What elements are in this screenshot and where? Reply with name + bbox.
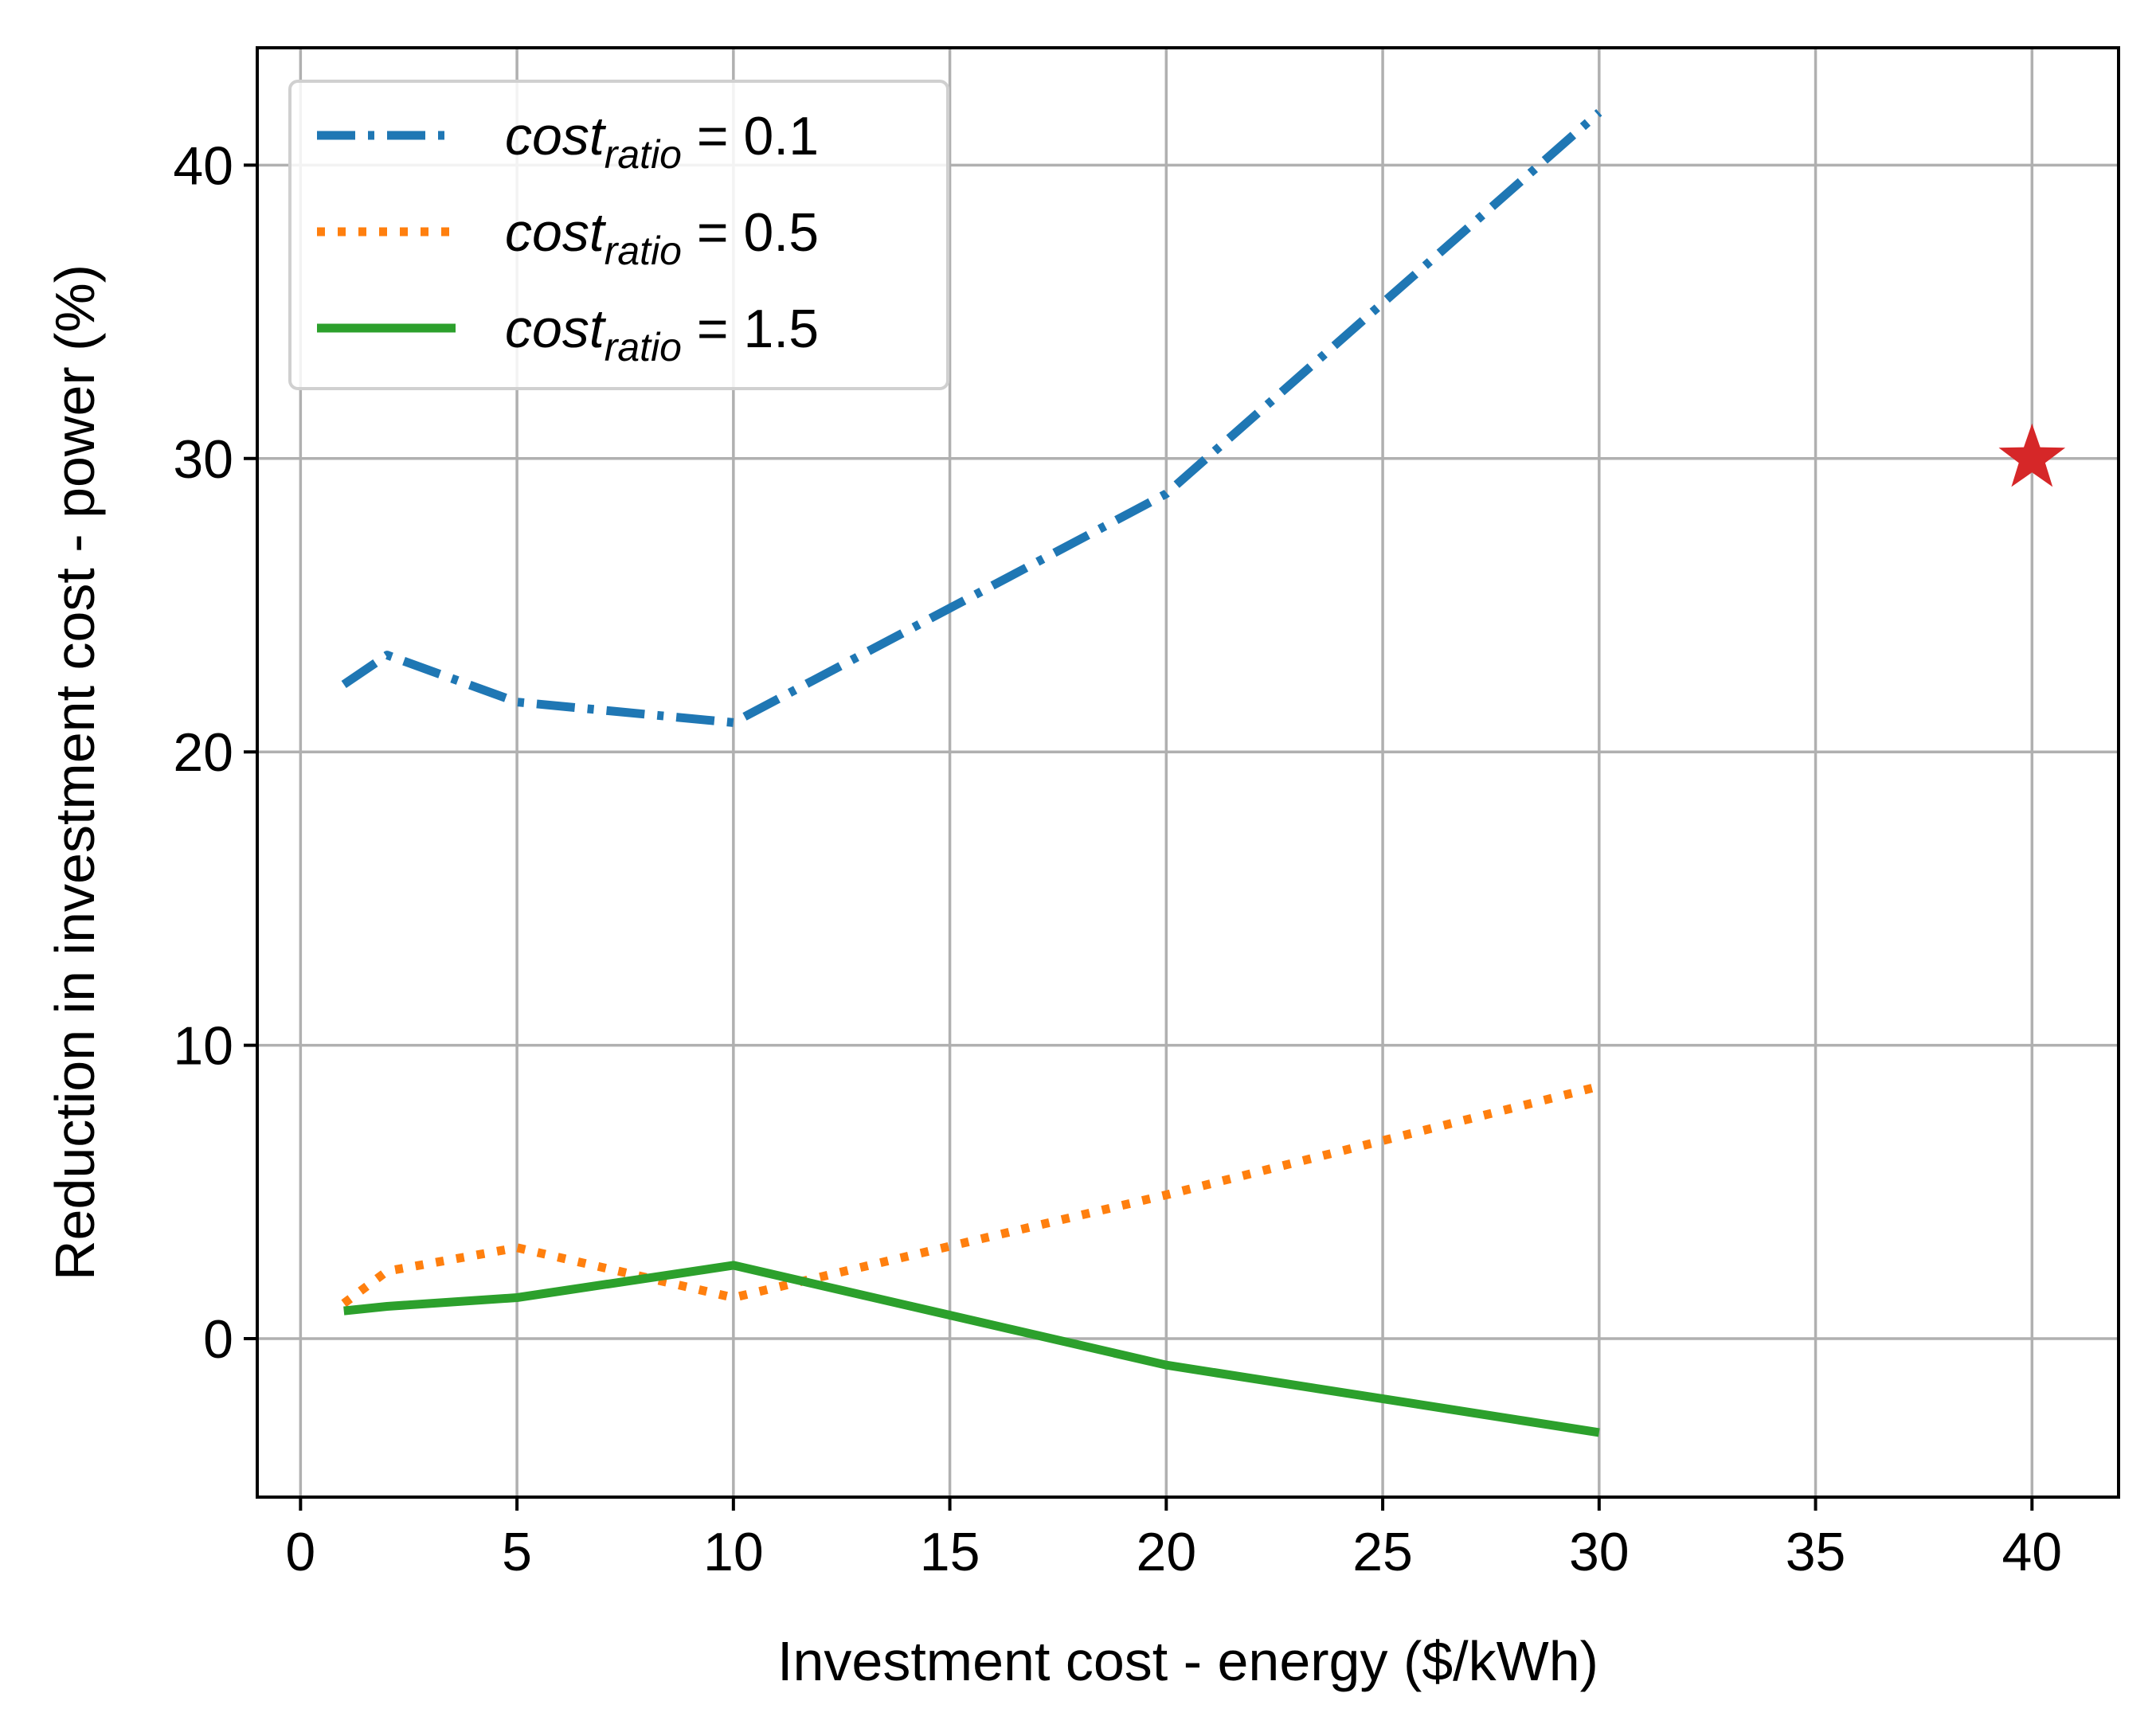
x-tick-label: 30 (1569, 1522, 1630, 1582)
legend-label-3: costratio = 1.5 (505, 299, 819, 369)
legend-label-value: = 0.1 (682, 106, 819, 166)
x-tick-label: 20 (1137, 1522, 1197, 1582)
y-axis-label: Reduction in investment cost - power (%) (44, 264, 106, 1280)
legend-box (288, 80, 949, 390)
star-marker (1998, 423, 2066, 487)
series-line-1 (341, 108, 1602, 727)
legend-label-value: = 1.5 (682, 299, 819, 359)
x-tick-label: 25 (1352, 1522, 1413, 1582)
y-tick-label: 20 (173, 722, 233, 783)
series-layer (341, 108, 1602, 1437)
legend-label-subscript: ratio (605, 132, 682, 177)
marker-layer (1998, 423, 2066, 487)
axis-ticks: 0 5 10 15 20 25 30 35 40 0 10 20 30 40 (173, 135, 2062, 1582)
x-tick-label: 35 (1786, 1522, 1846, 1582)
series-line-3 (343, 1261, 1600, 1437)
legend-label-base: cost (505, 299, 607, 359)
legend-label-base: cost (505, 202, 607, 263)
legend-label-base: cost (505, 106, 607, 166)
x-tick-label: 10 (703, 1522, 764, 1582)
legend-label-2: costratio = 0.5 (505, 202, 819, 273)
x-tick-label: 0 (285, 1522, 315, 1582)
y-tick-label: 10 (173, 1016, 233, 1077)
y-tick-label: 40 (173, 135, 233, 196)
y-tick-label: 0 (203, 1309, 233, 1370)
y-tick-label: 30 (173, 429, 233, 490)
x-axis-label: Investment cost - energy ($/kWh) (777, 1630, 1598, 1692)
series-line-2 (341, 1081, 1601, 1308)
x-tick-label: 15 (920, 1522, 980, 1582)
plot-frame (256, 46, 2120, 1499)
legend-label-1: costratio = 0.1 (505, 106, 819, 177)
legend-label-subscript: ratio (605, 325, 682, 369)
x-tick-label: 5 (502, 1522, 532, 1582)
legend-label-value: = 0.5 (682, 202, 819, 263)
x-tick-label: 40 (2001, 1522, 2062, 1582)
legend-label-subscript: ratio (605, 229, 682, 273)
